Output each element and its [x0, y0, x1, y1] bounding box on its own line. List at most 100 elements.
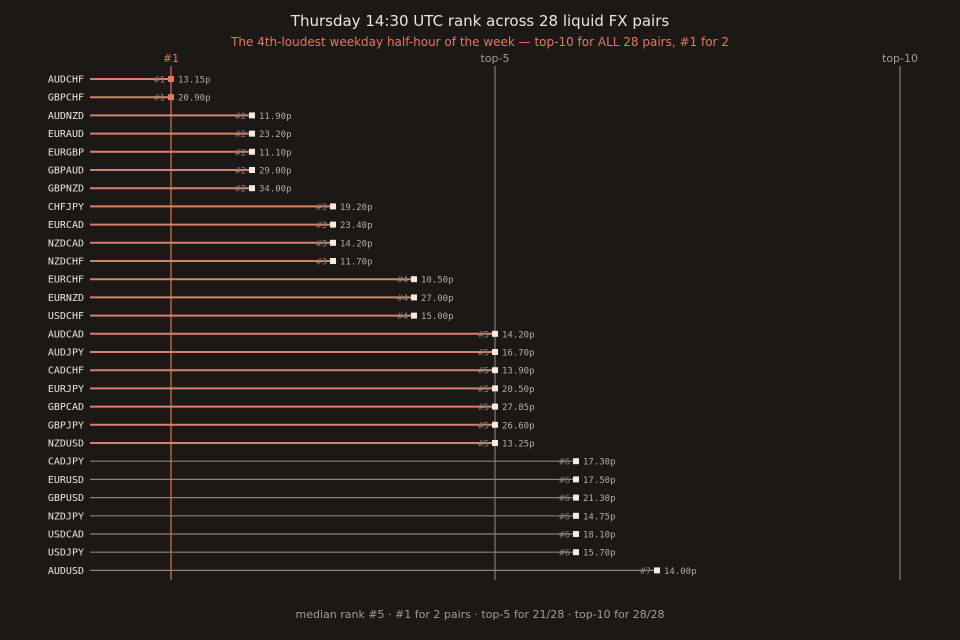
rank-marker-eurcad — [330, 221, 336, 228]
value-label-usdcad: 18.10p — [583, 531, 616, 541]
row-gbpnzd: GBPNZD #2 34.00p — [48, 184, 292, 195]
row-eurnzd: EURNZD #4 27.00p — [48, 293, 454, 304]
row-gbpusd: GBPUSD #6 21.30p — [48, 493, 616, 504]
row-nzdjpy: NZDJPY #6 14.75p — [48, 511, 616, 522]
row-gbpaud: GBPAUD #2 29.00p — [48, 166, 292, 177]
rank-marker-usdcad — [573, 531, 579, 537]
rank-marker-usdchf — [411, 312, 417, 319]
rank-label-eurusd: #6 — [559, 476, 570, 486]
row-usdchf: USDCHF #4 15.00p — [48, 311, 454, 322]
value-label-gbpusd: 21.30p — [583, 494, 616, 504]
pair-label-audchf: AUDCHF — [48, 75, 84, 86]
pair-label-audusd: AUDUSD — [48, 566, 84, 577]
rank-marker-audusd — [654, 567, 660, 574]
row-cadjpy: CADJPY #6 17.30p — [48, 457, 616, 468]
row-eurchf: EURCHF #4 10.50p — [48, 275, 454, 286]
rank-label-gbpaud: #2 — [235, 167, 246, 177]
rank-label-usdcad: #6 — [559, 531, 570, 541]
rank-marker-cadchf — [492, 367, 498, 374]
value-label-audjpy: 16.70p — [502, 349, 535, 359]
rank-marker-nzdchf — [330, 258, 336, 264]
rank-marker-eurnzd — [411, 294, 417, 301]
value-label-gbpchf: 20.90p — [178, 94, 211, 104]
rank-marker-gbpjpy — [492, 421, 498, 428]
row-eurjpy: EURJPY #5 20.50p — [48, 384, 535, 395]
rank-label-cadjpy: #6 — [559, 458, 570, 468]
pair-label-euraud: EURAUD — [48, 129, 84, 140]
rank-marker-cadjpy — [573, 458, 579, 465]
reference-label-top-10: top-10 — [882, 52, 918, 65]
value-label-audchf: 13.15p — [178, 76, 211, 86]
rank-marker-euraud — [249, 130, 255, 137]
value-label-eurjpy: 20.50p — [502, 385, 535, 395]
value-label-eurchf: 10.50p — [421, 276, 454, 286]
rank-label-gbpusd: #6 — [559, 494, 570, 504]
pair-label-usdjpy: USDJPY — [48, 548, 84, 559]
chart-subtitle: The 4th-loudest weekday half-hour of the… — [230, 35, 729, 49]
pair-label-audjpy: AUDJPY — [48, 348, 84, 359]
value-label-eurcad: 23.40p — [340, 221, 373, 231]
rank-marker-eurchf — [411, 276, 417, 283]
value-label-cadjpy: 17.30p — [583, 458, 616, 468]
row-cadchf: CADCHF #5 13.90p — [48, 366, 535, 377]
chart-footer: median rank #5 · #1 for 2 pairs · top-5 … — [296, 608, 665, 621]
pair-label-eurjpy: EURJPY — [48, 384, 84, 395]
rank-marker-gbpaud — [249, 167, 255, 173]
rank-label-audchf: #1 — [154, 76, 165, 86]
rank-label-eurcad: #3 — [316, 221, 327, 231]
rank-label-chfjpy: #3 — [316, 203, 327, 213]
pair-label-nzdusd: NZDUSD — [48, 439, 84, 450]
value-label-gbpaud: 29.00p — [259, 167, 292, 177]
row-audusd: AUDUSD #7 14.00p — [48, 566, 697, 577]
pair-label-gbpnzd: GBPNZD — [48, 184, 84, 195]
rank-label-eurgbp: #2 — [235, 148, 246, 158]
pair-label-gbpjpy: GBPJPY — [48, 420, 84, 431]
value-label-nzdchf: 11.70p — [340, 258, 373, 268]
rank-marker-usdjpy — [573, 549, 579, 556]
pair-label-chfjpy: CHFJPY — [48, 202, 84, 213]
pair-label-usdchf: USDCHF — [48, 311, 84, 322]
value-label-eurnzd: 27.00p — [421, 294, 454, 304]
rank-marker-gbpchf — [168, 94, 174, 101]
rank-label-gbpchf: #1 — [154, 94, 165, 104]
pair-label-cadjpy: CADJPY — [48, 457, 84, 468]
row-audcad: AUDCAD #5 14.20p — [48, 329, 535, 340]
row-eurcad: EURCAD #3 23.40p — [48, 220, 373, 231]
value-label-gbpnzd: 34.00p — [259, 185, 292, 195]
pair-label-gbpusd: GBPUSD — [48, 493, 84, 504]
row-nzdcad: NZDCAD #3 14.20p — [48, 238, 373, 249]
rank-label-usdchf: #4 — [397, 312, 408, 322]
rank-marker-gbpusd — [573, 494, 579, 501]
value-label-chfjpy: 19.20p — [340, 203, 373, 213]
reference-label-rank1: #1 — [163, 52, 179, 65]
rank-label-euraud: #2 — [235, 130, 246, 140]
value-label-nzdusd: 13.25p — [502, 440, 535, 450]
rank-marker-audchf — [168, 76, 174, 82]
value-label-euraud: 23.20p — [259, 130, 292, 140]
rank-label-nzdcad: #3 — [316, 239, 327, 249]
value-label-audcad: 14.20p — [502, 330, 535, 340]
rank-marker-nzdusd — [492, 440, 498, 446]
chart-title: Thursday 14:30 UTC rank across 28 liquid… — [290, 12, 670, 30]
row-gbpchf: GBPCHF #1 20.90p — [48, 93, 211, 104]
rank-label-nzdusd: #5 — [478, 440, 489, 450]
value-label-audnzd: 11.90p — [259, 112, 292, 122]
rank-marker-gbpnzd — [249, 185, 255, 192]
pair-label-nzdchf: NZDCHF — [48, 257, 84, 268]
rank-marker-audnzd — [249, 112, 255, 119]
row-audjpy: AUDJPY #5 16.70p — [48, 348, 535, 359]
pair-label-audnzd: AUDNZD — [48, 111, 84, 122]
row-usdcad: USDCAD #6 18.10p — [48, 530, 616, 541]
pair-label-nzdcad: NZDCAD — [48, 238, 84, 249]
value-label-eurusd: 17.50p — [583, 476, 616, 486]
rank-label-audjpy: #5 — [478, 349, 489, 359]
pair-label-audcad: AUDCAD — [48, 329, 84, 340]
pair-rows: AUDCHF #1 13.15p GBPCHF #1 20.90p AUDNZD #2 11.9… — [48, 75, 697, 577]
pair-label-eurnzd: EURNZD — [48, 293, 84, 304]
value-label-eurgbp: 11.10p — [259, 148, 292, 158]
rank-marker-eurjpy — [492, 385, 498, 392]
pair-label-eurchf: EURCHF — [48, 275, 84, 286]
row-nzdusd: NZDUSD #5 13.25p — [48, 439, 535, 450]
